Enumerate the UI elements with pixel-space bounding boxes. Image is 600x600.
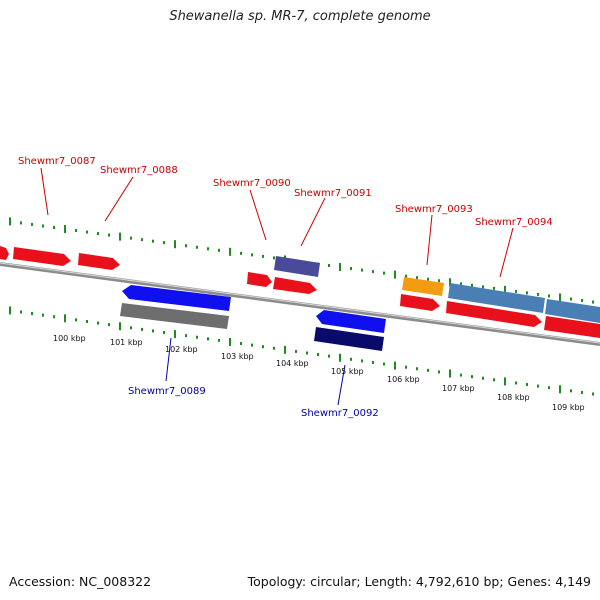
gene-label-0094[interactable]: Shewmr7_0094 (475, 217, 553, 228)
genome-title: Shewanella sp. MR-7, complete genome (169, 9, 431, 24)
gene-label-0091[interactable]: Shewmr7_0091 (294, 188, 372, 199)
forward-gene-features (0, 246, 600, 338)
gene-feature-shewmr7-0087[interactable] (13, 247, 71, 266)
gene-feature-shewmr7-0090[interactable] (247, 272, 272, 287)
gene-label-0090[interactable]: Shewmr7_0090 (213, 178, 291, 189)
gene-feature-shewmr7-0095[interactable] (544, 316, 600, 338)
scale-label-100kbp: 100 kbp (53, 334, 86, 343)
gene-feature-shewmr7-0094-a[interactable] (448, 283, 545, 313)
genome-backbone (0, 262, 600, 346)
gene-feature-shewmr7-0093-a[interactable] (402, 277, 444, 296)
gene-feature-shewmr7-0092-b[interactable] (314, 327, 384, 351)
label-leader-lines (40, 167, 514, 406)
gene-label-0092[interactable]: Shewmr7_0092 (301, 408, 379, 419)
leader-line-0093 (426, 214, 433, 266)
gene-feature-shewmr7-0089[interactable] (122, 285, 231, 311)
gene-feature-partial[interactable] (0, 246, 9, 260)
leader-line-0092 (337, 364, 346, 406)
genome-backbone-highlight (0, 262, 600, 344)
reverse-gene-features (120, 285, 386, 351)
gene-label-0093[interactable]: Shewmr7_0093 (395, 204, 473, 215)
gene-label-0089[interactable]: Shewmr7_0089 (128, 386, 206, 397)
gene-feature-shewmr7-0094[interactable] (446, 301, 542, 327)
gene-label-0087[interactable]: Shewmr7_0087 (18, 156, 96, 167)
leader-line-0089 (165, 337, 172, 382)
scale-labels: 100 kbp 101 kbp 102 kbp 103 kbp 104 kbp … (53, 334, 585, 412)
gene-feature-shewmr7-0091-a[interactable] (274, 256, 320, 277)
leader-line-0087 (40, 167, 49, 216)
gene-feature-shewmr7-0089-b[interactable] (120, 303, 229, 329)
scale-label-102kbp: 102 kbp (165, 345, 198, 354)
scale-label-107kbp: 107 kbp (442, 384, 475, 393)
scale-label-106kbp: 106 kbp (387, 375, 420, 384)
gene-feature-shewmr7-0088[interactable] (78, 253, 120, 270)
gene-feature-shewmr7-0095-a[interactable] (545, 299, 600, 323)
scale-label-104kbp: 104 kbp (276, 359, 309, 368)
scale-label-108kbp: 108 kbp (497, 393, 530, 402)
gene-feature-shewmr7-0091[interactable] (273, 277, 317, 294)
leader-line-0088 (104, 176, 134, 222)
genome-summary-text: Topology: circular; Length: 4,792,610 bp… (247, 574, 591, 589)
scale-label-103kbp: 103 kbp (221, 352, 254, 361)
scale-label-105kbp: 105 kbp (331, 367, 364, 376)
forward-tick-row (9, 217, 594, 304)
leader-line-0091 (300, 197, 326, 247)
leader-line-0090 (249, 189, 267, 241)
gene-labels: Shewmr7_0087 Shewmr7_0088 Shewmr7_0089 S… (18, 156, 553, 419)
gene-feature-shewmr7-0093[interactable] (400, 294, 440, 311)
gene-label-0088[interactable]: Shewmr7_0088 (100, 165, 178, 176)
accession-text: Accession: NC_008322 (9, 574, 152, 589)
scale-label-101kbp: 101 kbp (110, 338, 143, 347)
leader-line-0094 (499, 227, 514, 278)
gene-feature-shewmr7-0092[interactable] (316, 310, 386, 333)
reverse-tick-row (9, 306, 594, 396)
scale-label-109kbp: 109 kbp (552, 403, 585, 412)
